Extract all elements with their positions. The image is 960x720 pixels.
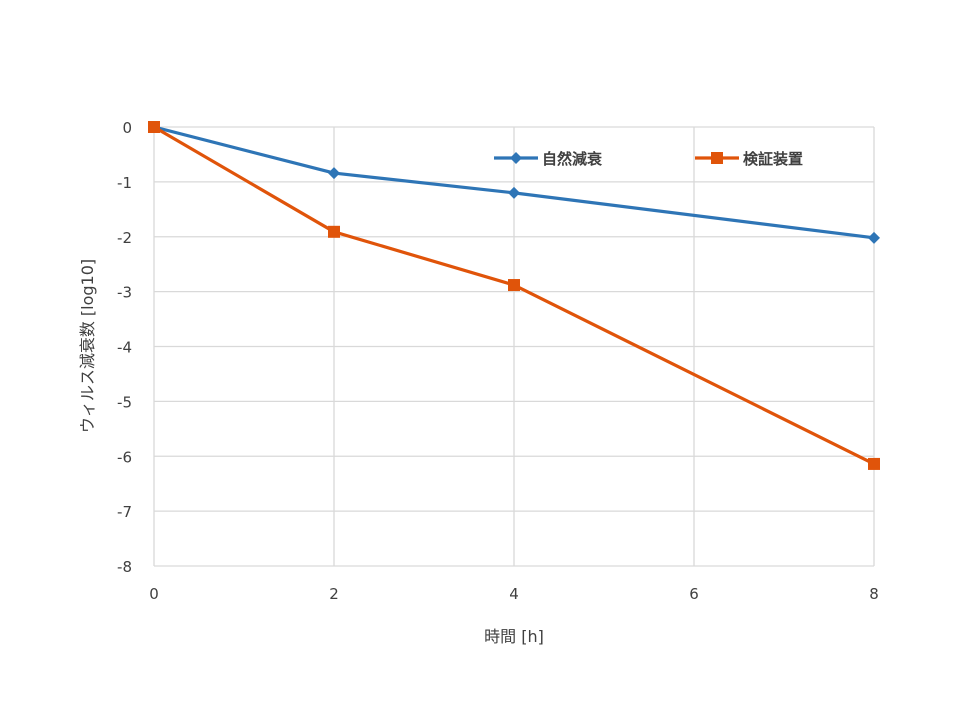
legend-item: 検証装置	[695, 150, 803, 168]
x-tick-label: 8	[869, 585, 879, 603]
square-marker	[508, 279, 520, 292]
legend-marker-icon	[711, 152, 723, 164]
line-path	[153, 125, 875, 240]
line-path	[153, 125, 875, 466]
legend-marker-icon	[510, 152, 522, 164]
diamond-marker	[508, 186, 520, 199]
series-line	[148, 121, 880, 470]
legend-item: 自然減衰	[494, 150, 603, 168]
y-tick-label: -8	[117, 558, 132, 576]
y-axis-label: ウィルス減衰数 [log10]	[78, 258, 97, 434]
y-tick-label: -4	[117, 339, 132, 357]
square-marker	[868, 457, 880, 470]
square-marker	[328, 225, 340, 238]
y-tick-label: -7	[117, 503, 132, 521]
x-tick-label: 6	[689, 585, 699, 603]
legend: 自然減衰 検証装置	[494, 150, 803, 168]
diamond-marker	[868, 231, 880, 244]
y-tick-label: -2	[117, 229, 132, 247]
y-tick-label: -1	[117, 174, 132, 192]
x-tick-label: 0	[149, 585, 159, 603]
diamond-marker	[328, 167, 340, 180]
y-tick-label: -3	[117, 284, 132, 302]
grid-lines	[153, 126, 875, 567]
x-axis-label: 時間 [h]	[484, 627, 544, 646]
square-marker	[148, 121, 160, 133]
y-tick-label: -6	[117, 448, 132, 466]
y-tick-label: 0	[122, 119, 132, 137]
y-axis-ticks: 0 -1 -2 -3 -4 -5 -6 -7 -8	[117, 119, 132, 576]
x-tick-label: 2	[329, 585, 339, 603]
legend-label: 検証装置	[743, 150, 803, 168]
data-series	[148, 121, 880, 470]
legend-label: 自然減衰	[542, 150, 603, 168]
x-axis-ticks: 0 2 4 6 8	[149, 585, 879, 603]
x-tick-label: 4	[509, 585, 519, 603]
y-tick-label: -5	[117, 393, 132, 411]
